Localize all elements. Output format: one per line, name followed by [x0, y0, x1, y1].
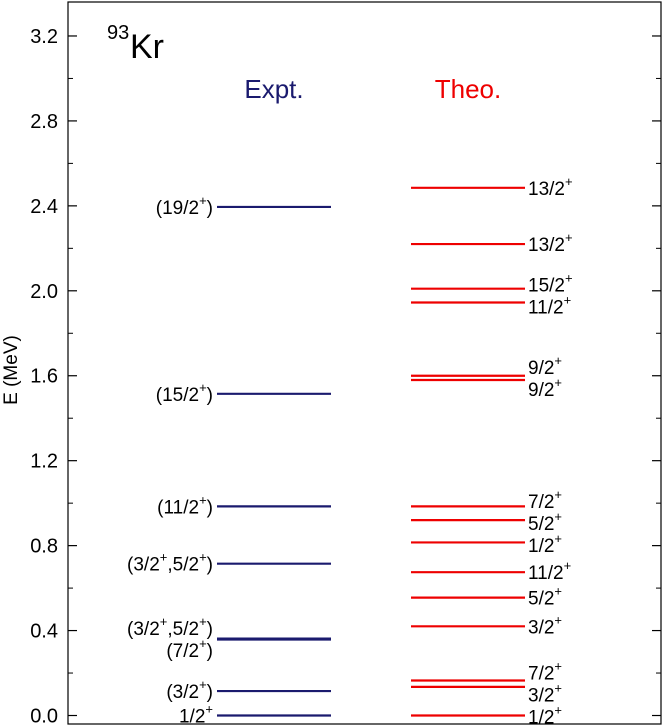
- nucleus-mass-number: 93: [107, 22, 129, 44]
- level-spin-parity-label: 13/2+: [528, 174, 573, 200]
- nucleus-symbol: Kr: [130, 28, 164, 66]
- level-spin-parity-label: 11/2+: [528, 293, 571, 319]
- level-spin-parity-label: (15/2+): [156, 380, 213, 406]
- y-tick-label: 1.2: [30, 451, 58, 473]
- y-tick-label: 0.4: [30, 621, 58, 643]
- level-spin-parity-label: 1/2+: [528, 531, 562, 557]
- level-spin-parity-label: 15/2+: [528, 271, 573, 297]
- level-spin-parity-label: (3/2+,5/2+): [127, 550, 213, 576]
- y-tick-label: 2.0: [30, 281, 58, 303]
- level-spin-parity-label: (7/2+): [166, 636, 213, 662]
- level-spin-parity-label: (19/2+): [156, 193, 213, 219]
- level-spin-parity-label: 7/2+: [528, 487, 562, 513]
- column-title: Theo.: [435, 74, 502, 104]
- level-spin-parity-label: 1/2+: [528, 702, 562, 728]
- level-spin-parity-label: 5/2+: [528, 509, 562, 535]
- y-tick-label: 2.8: [30, 111, 58, 133]
- y-axis-ticks: 0.0 0.4 0.8 1.2 1.6 2.0 2.4 2.8 3.2: [30, 26, 661, 728]
- level-spin-parity-label: (11/2+): [157, 492, 213, 518]
- y-tick-label: 0.0: [30, 706, 58, 728]
- y-tick-label: 1.6: [30, 366, 58, 388]
- y-tick-label: 0.8: [30, 536, 58, 558]
- level-spin-parity-label: 9/2+: [528, 375, 562, 401]
- level-spin-parity-label: 9/2+: [528, 353, 562, 379]
- level-spin-parity-label: (3/2+): [166, 677, 213, 703]
- level-spin-parity-label: 1/2+: [179, 702, 213, 728]
- nucleus-label: 93 Kr: [107, 22, 164, 66]
- level-spin-parity-label: (3/2+,5/2+): [127, 614, 213, 640]
- level-spin-parity-label: 11/2+: [528, 558, 571, 584]
- level-spin-parity-label: 7/2+: [528, 658, 562, 684]
- column-title: Expt.: [244, 74, 303, 104]
- column-theo: Theo.1/2+3/2+7/2+3/2+5/2+11/2+1/2+5/2+7/…: [411, 74, 573, 728]
- y-tick-label: 3.2: [30, 26, 58, 48]
- level-spin-parity-label: 13/2+: [528, 230, 573, 256]
- y-axis-title: E (MeV): [1, 335, 22, 405]
- level-spin-parity-label: 5/2+: [528, 584, 562, 610]
- level-columns: Expt.1/2+(3/2+)(7/2+)(3/2+,5/2+)(3/2+,5/…: [127, 74, 573, 728]
- level-spin-parity-label: 3/2+: [528, 680, 562, 706]
- level-spin-parity-label: 3/2+: [528, 612, 562, 638]
- column-expt: Expt.1/2+(3/2+)(7/2+)(3/2+,5/2+)(3/2+,5/…: [127, 74, 331, 728]
- y-tick-label: 2.4: [30, 196, 58, 218]
- plot-frame: [67, 1, 662, 725]
